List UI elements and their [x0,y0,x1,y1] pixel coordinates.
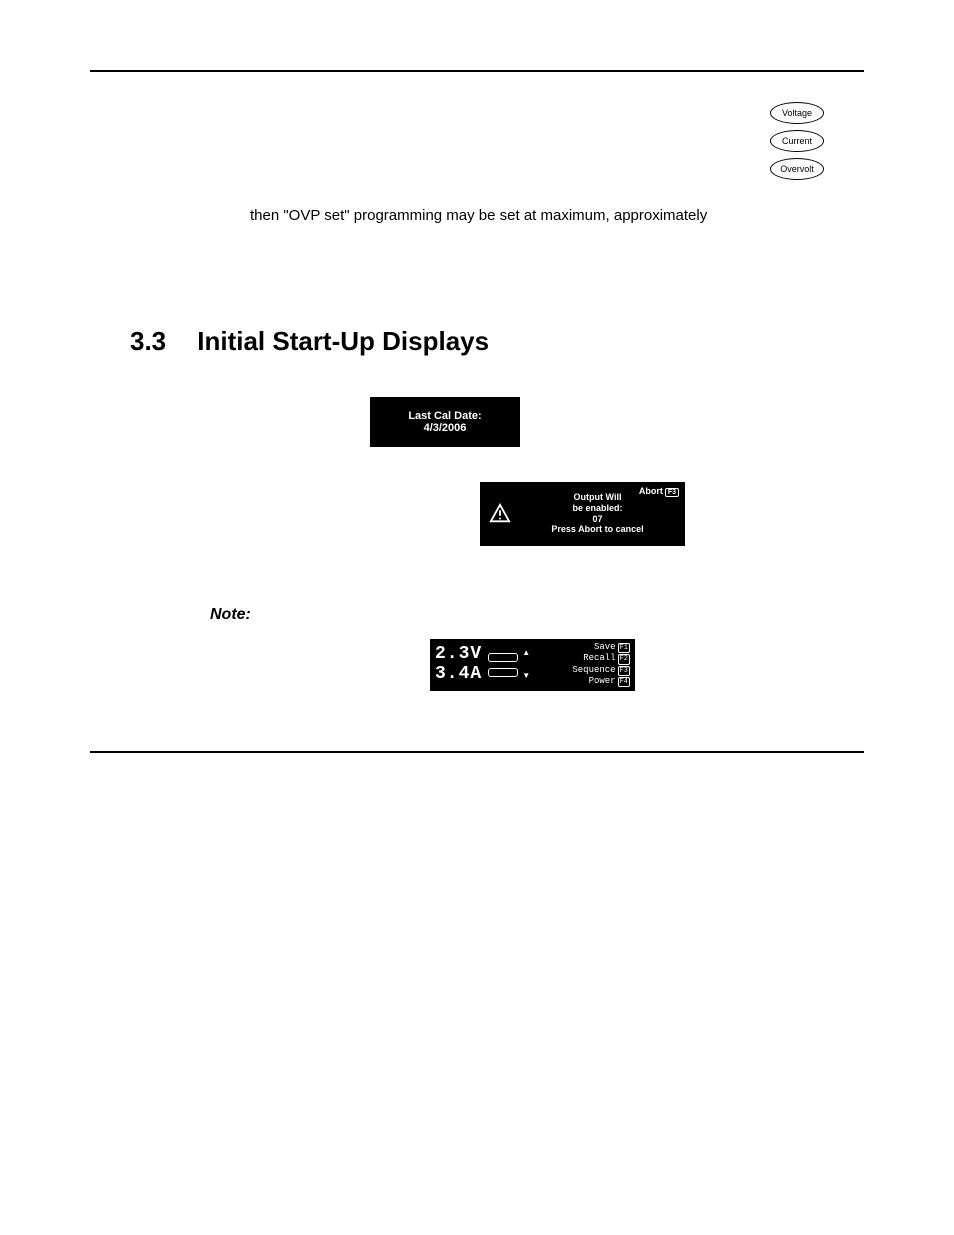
section-number: 3.3 [130,326,190,357]
note-label: Note: [210,606,864,624]
section-heading: 3.3 Initial Start-Up Displays [130,326,864,357]
menu-sequence: Sequence [572,665,615,675]
cal-line2: 4/3/2006 [424,422,467,434]
cal-line1: Last Cal Date: [408,410,481,422]
menu-recall: Recall [583,653,615,663]
abort-key: F3 [665,488,679,497]
warn-line4: Press Abort to cancel [515,524,680,535]
footer-rule [90,751,864,755]
current-slider [488,668,518,677]
lcd-main-display: 2.3V 3.4A ▲ ▼ SaveF1 RecallF2 SequenceF3… [430,639,635,691]
current-button[interactable]: Current [770,130,824,152]
menu-power: Power [589,676,616,686]
section-title: Initial Start-Up Displays [197,326,489,356]
warn-line2: be enabled: [515,503,680,514]
warn-line3: 07 [515,514,680,525]
header-rule [90,50,864,72]
f4-key: F4 [618,677,630,687]
warning-icon [489,503,511,525]
current-reading: 3.4A [435,665,482,685]
voltage-button[interactable]: Voltage [770,102,824,124]
down-arrow-icon: ▼ [522,665,530,687]
paragraph-1: then "OVP set" programming may be set at… [250,206,814,226]
menu-save: Save [594,642,616,652]
up-arrow-icon: ▲ [522,642,530,664]
f2-key: F2 [618,654,630,664]
abort-label: AbortF3 [639,486,679,497]
lcd-warning-display: Output Will be enabled: 07 Press Abort t… [480,482,685,546]
voltage-reading: 2.3V [435,645,482,665]
overvolt-button[interactable]: Overvolt [770,158,824,180]
voltage-slider [488,653,518,662]
button-stack: Voltage Current Overvolt [770,102,824,186]
f1-key: F1 [618,643,630,653]
arrow-indicators: ▲ ▼ [522,642,530,687]
f3-key: F3 [618,666,630,676]
lcd-calibration-display: Last Cal Date: 4/3/2006 [370,397,520,447]
